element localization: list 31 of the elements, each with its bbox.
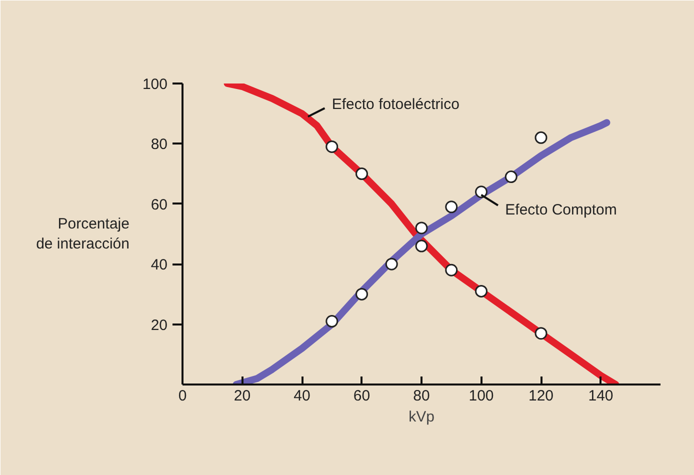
point	[534, 327, 548, 340]
point	[445, 264, 458, 276]
point	[415, 222, 428, 234]
y-tick-label: 20	[150, 316, 168, 334]
y-axis-title: Porcentaje de interacción	[36, 215, 130, 253]
point	[356, 168, 368, 180]
point	[356, 288, 368, 300]
annotation: Efecto fotoeléctrico	[332, 96, 460, 114]
y-tick-label: 80	[150, 136, 168, 154]
point	[385, 258, 398, 270]
x-tick-label: 40	[294, 388, 310, 404]
point	[475, 284, 488, 298]
x-axis-title: kVp	[408, 408, 434, 426]
x-tick-label: 100	[468, 388, 494, 404]
point	[326, 315, 338, 328]
x-tick-label: 60	[353, 388, 370, 404]
point	[415, 240, 428, 252]
point	[534, 131, 548, 144]
annotation: Efecto Comptom	[505, 201, 617, 218]
x-tick-label: 20	[234, 388, 251, 404]
point	[504, 170, 518, 184]
y-tick-label: 40	[150, 256, 168, 274]
y-tick-label: 100	[142, 76, 168, 93]
x-tick-label: 0	[178, 388, 187, 404]
x-tick-label: 80	[413, 388, 430, 404]
x-tick-label: 140	[588, 388, 614, 404]
point	[445, 200, 458, 214]
x-tick-label: 120	[528, 388, 554, 404]
y-tick-label: 60	[150, 196, 168, 214]
point	[326, 140, 338, 153]
point	[475, 186, 488, 198]
